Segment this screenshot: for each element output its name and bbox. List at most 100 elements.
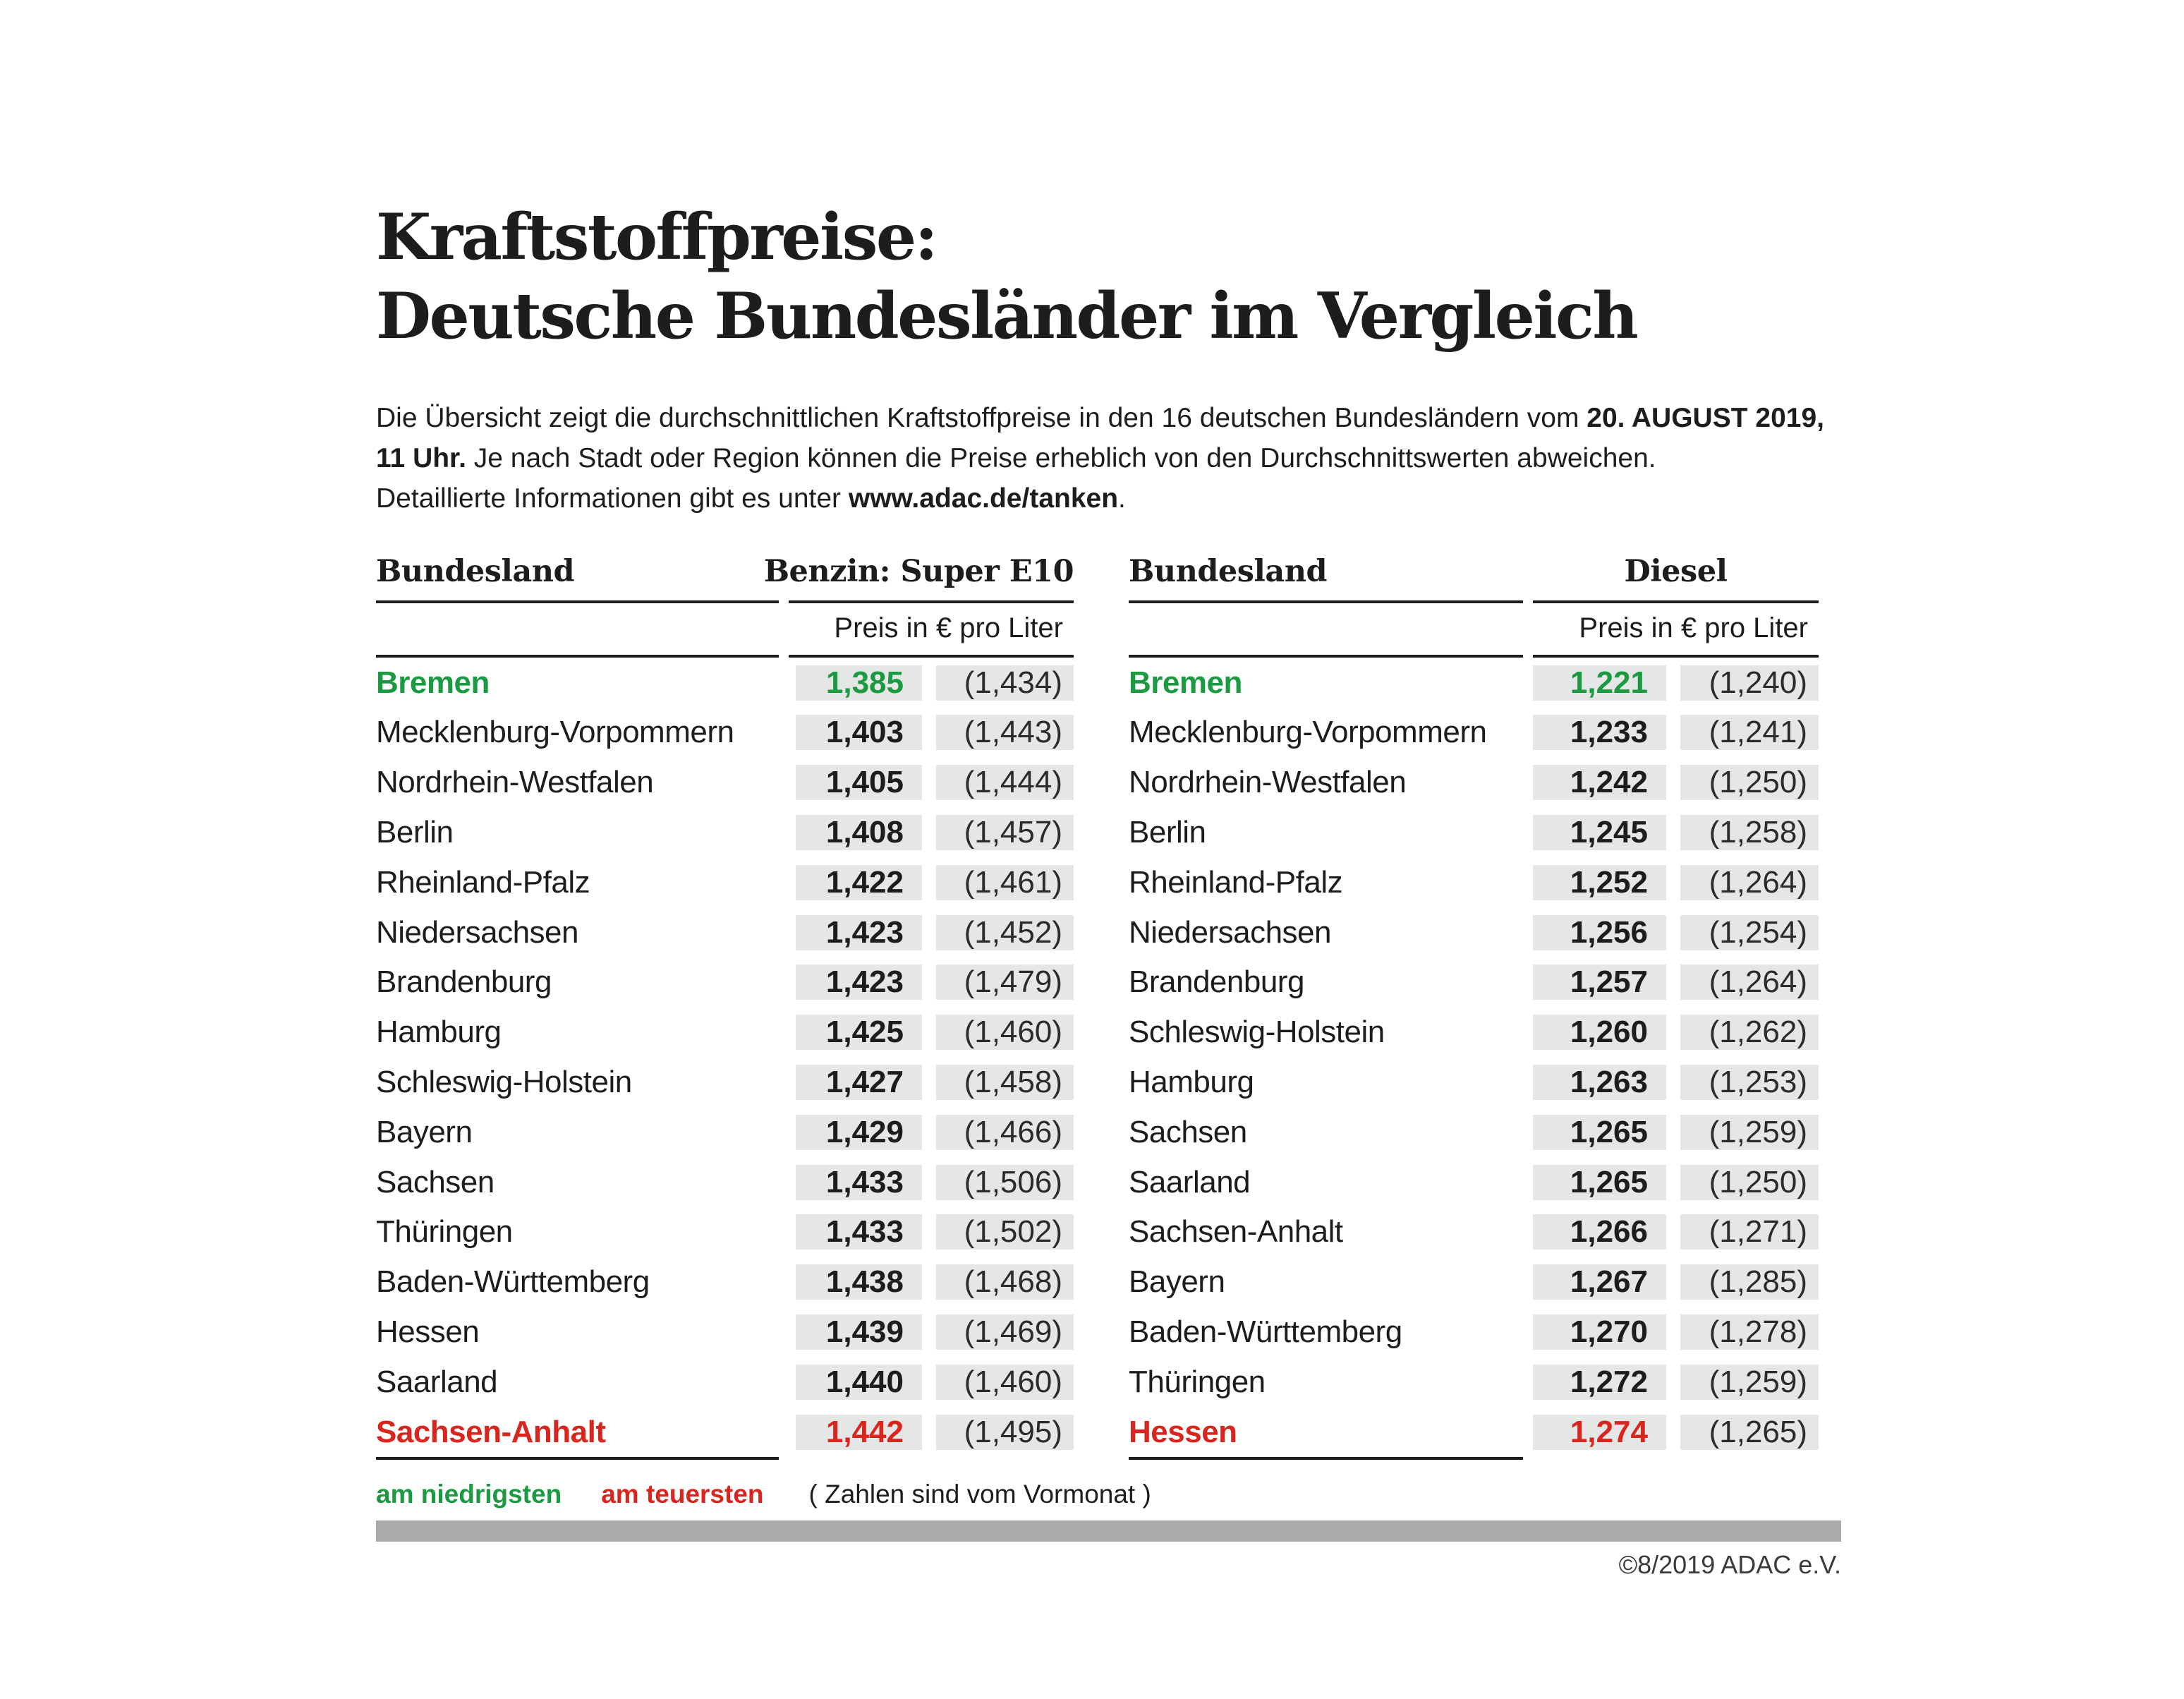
legend-note: ( Zahlen sind vom Vormonat ) (808, 1480, 1151, 1509)
table-row: Nordrhein-Westfalen 1,242 (1,250) (1129, 758, 1819, 808)
current-price: 1,260 (1533, 1015, 1666, 1051)
benzin-table: Bundesland Benzin: Super E10 Preis in € … (376, 554, 1074, 1461)
title-line-2: Deutsche Bundesländer im Vergleich (376, 279, 1639, 353)
diesel-table: Bundesland Diesel Preis in € pro Liter B… (1129, 554, 1819, 1461)
previous-price: (1,506) (936, 1164, 1074, 1200)
current-price: 1,433 (796, 1164, 922, 1200)
state-name: Hamburg (1129, 1065, 1254, 1100)
previous-price: (1,241) (1680, 715, 1819, 751)
unit-row: Preis in € pro Liter (376, 603, 1074, 655)
state-name: Mecklenburg-Vorpommern (1129, 715, 1487, 750)
table-row: Hessen 1,439 (1,469) (376, 1307, 1074, 1358)
state-name: Hamburg (376, 1015, 502, 1050)
divider (376, 600, 1074, 604)
previous-price: (1,479) (936, 965, 1074, 1000)
table-row: Mecklenburg-Vorpommern 1,233 (1,241) (1129, 708, 1819, 758)
current-price: 1,245 (1533, 815, 1666, 851)
previous-price: (1,452) (936, 914, 1074, 950)
table-row: Rheinland-Pfalz 1,422 (1,461) (376, 857, 1074, 907)
current-price: 1,439 (796, 1314, 922, 1350)
price-unit-label: Preis in € pro Liter (1579, 612, 1808, 644)
previous-price: (1,443) (936, 715, 1074, 751)
current-price: 1,425 (796, 1015, 922, 1051)
previous-price: (1,460) (936, 1015, 1074, 1051)
table-row: Bayern 1,267 (1,285) (1129, 1257, 1819, 1307)
table-row: Mecklenburg-Vorpommern 1,403 (1,443) (376, 708, 1074, 758)
previous-price: (1,495) (936, 1414, 1074, 1450)
current-price: 1,221 (1533, 665, 1666, 701)
state-name: Niedersachsen (1129, 914, 1332, 950)
divider (1129, 655, 1819, 658)
state-name: Hessen (376, 1314, 480, 1350)
intro-line-3-period: . (1118, 483, 1126, 514)
state-name: Sachsen-Anhalt (1129, 1214, 1343, 1250)
copyright-text: ©8/2019 ADAC e.V. (1618, 1550, 1841, 1580)
previous-price: (1,250) (1680, 1164, 1819, 1200)
previous-price: (1,502) (936, 1214, 1074, 1250)
previous-price: (1,461) (936, 864, 1074, 900)
previous-price: (1,468) (936, 1264, 1074, 1300)
state-name: Sachsen (1129, 1114, 1247, 1149)
current-price: 1,266 (1533, 1214, 1666, 1250)
current-price: 1,403 (796, 715, 922, 751)
state-name: Nordrhein-Westfalen (1129, 765, 1407, 800)
state-name: Saarland (376, 1364, 498, 1399)
previous-price: (1,469) (936, 1314, 1074, 1350)
title-line-1: Kraftstoffpreise: (376, 200, 938, 274)
table-row: Saarland 1,440 (1,460) (376, 1357, 1074, 1407)
previous-price: (1,262) (1680, 1015, 1819, 1051)
previous-price: (1,264) (1680, 965, 1819, 1000)
unit-row: Preis in € pro Liter (1129, 603, 1819, 655)
current-price: 1,263 (1533, 1065, 1666, 1101)
current-price: 1,242 (1533, 765, 1666, 801)
divider (376, 1457, 779, 1461)
divider (1129, 600, 1819, 604)
state-name: Brandenburg (1129, 965, 1304, 1000)
intro-time-bold: 11 Uhr. (376, 443, 466, 474)
state-name: Saarland (1129, 1164, 1251, 1199)
state-name: Sachsen-Anhalt (376, 1414, 606, 1449)
state-name: Bayern (1129, 1264, 1225, 1300)
intro-line-1-text: Die Übersicht zeigt die durchschnittlich… (376, 403, 1587, 434)
table-row: Rheinland-Pfalz 1,252 (1,264) (1129, 857, 1819, 907)
previous-price: (1,457) (936, 815, 1074, 851)
previous-price: (1,253) (1680, 1065, 1819, 1101)
intro-date-bold: 20. AUGUST 2019, (1587, 403, 1824, 434)
table-row: Sachsen 1,265 (1,259) (1129, 1107, 1819, 1157)
state-name: Bremen (1129, 665, 1242, 700)
state-name: Rheinland-Pfalz (376, 864, 590, 900)
previous-price: (1,466) (936, 1114, 1074, 1150)
state-name: Bayern (376, 1114, 473, 1149)
table-row: Schleswig-Holstein 1,260 (1,262) (1129, 1008, 1819, 1058)
current-price: 1,433 (796, 1214, 922, 1250)
current-price: 1,274 (1533, 1414, 1666, 1450)
state-name: Schleswig-Holstein (376, 1065, 632, 1100)
previous-price: (1,254) (1680, 914, 1819, 950)
previous-price: (1,250) (1680, 765, 1819, 801)
previous-price: (1,258) (1680, 815, 1819, 851)
column-header-fuel-diesel: Diesel (1624, 554, 1728, 590)
footer-bar (376, 1520, 1841, 1542)
legend-highest-label: am teuersten (601, 1480, 764, 1509)
table-row: Sachsen-Anhalt 1,442 (1,495) (376, 1407, 1074, 1457)
intro-line-2-text: Je nach Stadt oder Region können die Pre… (466, 443, 1656, 474)
intro-line-3: Detaillierte Informationen gibt es unter… (376, 478, 1841, 519)
current-price: 1,422 (796, 864, 922, 900)
intro-line-2: 11 Uhr. Je nach Stadt oder Region können… (376, 438, 1841, 478)
state-name: Brandenburg (376, 965, 552, 1000)
table-row: Baden-Württemberg 1,438 (1,468) (376, 1257, 1074, 1307)
diesel-table-rows: Bremen 1,221 (1,240) Mecklenburg-Vorpomm… (1129, 658, 1819, 1457)
current-price: 1,423 (796, 965, 922, 1000)
state-name: Berlin (1129, 815, 1206, 850)
state-name: Schleswig-Holstein (1129, 1015, 1385, 1050)
previous-price: (1,460) (936, 1364, 1074, 1400)
previous-price: (1,285) (1680, 1264, 1819, 1300)
state-name: Mecklenburg-Vorpommern (376, 715, 734, 750)
benzin-table-rows: Bremen 1,385 (1,434) Mecklenburg-Vorpomm… (376, 658, 1074, 1457)
diesel-table-header: Bundesland Diesel (1129, 554, 1819, 600)
state-name: Niedersachsen (376, 914, 579, 950)
current-price: 1,408 (796, 815, 922, 851)
current-price: 1,252 (1533, 864, 1666, 900)
state-name: Berlin (376, 815, 454, 850)
